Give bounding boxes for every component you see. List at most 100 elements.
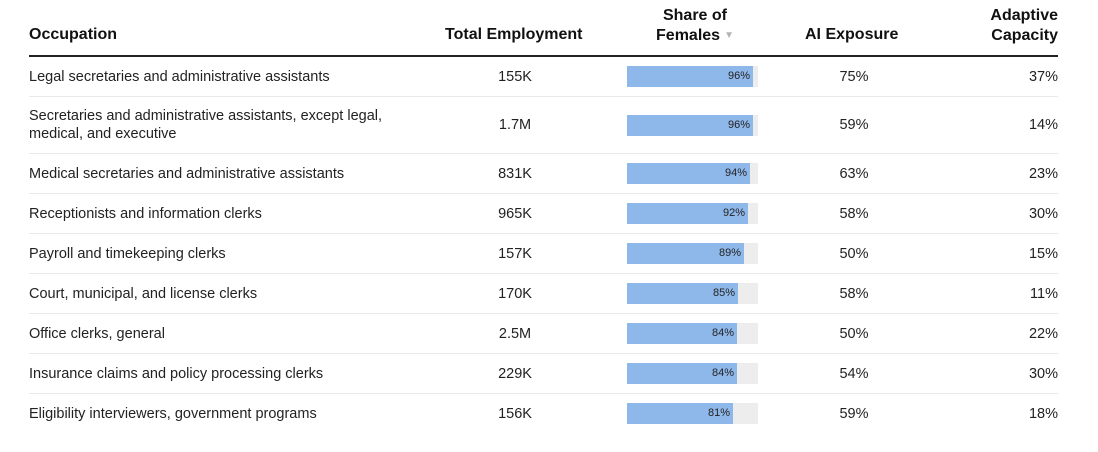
female-share-bar bbox=[627, 66, 753, 87]
adaptive-capacity-cell: 22% bbox=[958, 314, 1058, 353]
occupation-cell-text: Court, municipal, and license clerks bbox=[29, 285, 258, 302]
ai-exposure-cell: 59% bbox=[814, 97, 894, 153]
table-row: Court, municipal, and license clerks 170K… bbox=[29, 274, 1058, 314]
total-employment-cell: 229K bbox=[469, 354, 561, 393]
occupation-cell-text: Payroll and timekeeping clerks bbox=[29, 245, 226, 262]
female-share-bar bbox=[627, 243, 744, 264]
adaptive-capacity-cell: 11% bbox=[958, 274, 1058, 313]
female-share-bar-label: 85% bbox=[712, 287, 735, 299]
ai-exposure-cell-text: 59% bbox=[839, 405, 869, 422]
ai-exposure-cell-text: 50% bbox=[839, 325, 869, 342]
adaptive-capacity-cell-text: 11% bbox=[1030, 285, 1058, 302]
column-header-total-employment[interactable]: Total Employment bbox=[445, 25, 583, 45]
column-header-ai-exposure[interactable]: AI Exposure bbox=[805, 25, 898, 45]
total-employment-cell-text: 155K bbox=[498, 68, 532, 85]
adaptive-capacity-cell-text: 30% bbox=[1028, 205, 1058, 222]
female-share-bar-label: 81% bbox=[707, 407, 730, 419]
total-employment-cell-text: 2.5M bbox=[498, 325, 532, 342]
occupation-cell: Medical secretaries and administrative a… bbox=[29, 154, 429, 193]
female-share-bar-track: 94% bbox=[627, 163, 758, 184]
column-header-share-of-females-line2: Females bbox=[656, 27, 721, 45]
column-header-occupation-label: Occupation bbox=[29, 26, 118, 43]
female-share-bar-track: 96% bbox=[627, 114, 758, 136]
column-header-occupation[interactable]: Occupation bbox=[29, 25, 117, 45]
total-employment-cell-text: 170K bbox=[498, 285, 532, 302]
ai-exposure-cell-text: 58% bbox=[839, 205, 869, 222]
adaptive-capacity-cell: 30% bbox=[958, 194, 1058, 233]
total-employment-cell: 2.5M bbox=[469, 314, 561, 353]
occupation-cell: Insurance claims and policy processing c… bbox=[29, 354, 429, 393]
female-share-bar bbox=[627, 403, 733, 424]
female-share-bar-track: 81% bbox=[627, 403, 758, 424]
adaptive-capacity-cell-text: 37% bbox=[1028, 68, 1058, 85]
ai-exposure-cell-text: 59% bbox=[839, 117, 869, 133]
column-header-adaptive-capacity-line1: Adaptive bbox=[990, 7, 1058, 24]
female-share-bar-label: 92% bbox=[722, 207, 745, 219]
share-of-females-cell: 96% bbox=[627, 97, 758, 153]
female-share-bar bbox=[627, 163, 750, 184]
sort-descending-icon: ▼ bbox=[724, 30, 734, 41]
total-employment-cell: 1.7M bbox=[469, 97, 561, 153]
female-share-bar-label: 84% bbox=[711, 367, 734, 379]
ai-exposure-cell: 50% bbox=[814, 234, 894, 273]
occupation-cell: Legal secretaries and administrative ass… bbox=[29, 57, 429, 96]
adaptive-capacity-cell-text: 15% bbox=[1028, 245, 1058, 262]
female-share-bar bbox=[627, 283, 738, 304]
table-row: Receptionists and information clerks 965K… bbox=[29, 194, 1058, 234]
occupation-table: Occupation Total Employment Share of Fem… bbox=[29, 0, 1058, 433]
total-employment-cell-text: 831K bbox=[498, 165, 532, 182]
table-row: Eligibility interviewers, government pro… bbox=[29, 394, 1058, 433]
adaptive-capacity-cell: 37% bbox=[958, 57, 1058, 96]
occupation-cell: Payroll and timekeeping clerks bbox=[29, 234, 429, 273]
share-of-females-cell: 81% bbox=[627, 394, 758, 433]
total-employment-cell-text: 157K bbox=[498, 245, 532, 262]
total-employment-cell-text: 1.7M bbox=[498, 117, 532, 133]
female-share-bar-track: 84% bbox=[627, 323, 758, 344]
female-share-bar-label: 94% bbox=[724, 167, 747, 179]
occupation-cell-text: Insurance claims and policy processing c… bbox=[29, 365, 324, 382]
ai-exposure-cell: 58% bbox=[814, 274, 894, 313]
occupation-cell: Office clerks, general bbox=[29, 314, 429, 353]
female-share-bar-track: 85% bbox=[627, 283, 758, 304]
total-employment-cell: 965K bbox=[469, 194, 561, 233]
table-row: Insurance claims and policy processing c… bbox=[29, 354, 1058, 394]
ai-exposure-cell-text: 58% bbox=[839, 285, 869, 302]
female-share-bar bbox=[627, 363, 737, 384]
female-share-bar bbox=[627, 203, 748, 224]
column-header-ai-exposure-label: AI Exposure bbox=[805, 26, 899, 43]
occupation-cell: Receptionists and information clerks bbox=[29, 194, 429, 233]
share-of-females-cell: 96% bbox=[627, 57, 758, 96]
occupation-cell-text: Secretaries and administrative assistant… bbox=[29, 108, 383, 142]
total-employment-cell: 170K bbox=[469, 274, 561, 313]
total-employment-cell: 155K bbox=[469, 57, 561, 96]
female-share-bar-track: 89% bbox=[627, 243, 758, 264]
ai-exposure-cell: 50% bbox=[814, 314, 894, 353]
adaptive-capacity-cell: 23% bbox=[958, 154, 1058, 193]
ai-exposure-cell: 75% bbox=[814, 57, 894, 96]
occupation-cell-text: Receptionists and information clerks bbox=[29, 205, 262, 222]
occupation-cell: Eligibility interviewers, government pro… bbox=[29, 394, 429, 433]
ai-exposure-cell: 59% bbox=[814, 394, 894, 433]
column-header-total-employment-label: Total Employment bbox=[445, 26, 583, 43]
occupation-cell: Court, municipal, and license clerks bbox=[29, 274, 429, 313]
ai-exposure-cell: 63% bbox=[814, 154, 894, 193]
adaptive-capacity-cell-text: 18% bbox=[1028, 405, 1058, 422]
share-of-females-cell: 84% bbox=[627, 354, 758, 393]
adaptive-capacity-cell: 15% bbox=[958, 234, 1058, 273]
female-share-bar-label: 89% bbox=[718, 247, 741, 259]
adaptive-capacity-cell: 30% bbox=[958, 354, 1058, 393]
adaptive-capacity-cell-text: 23% bbox=[1028, 165, 1058, 182]
total-employment-cell: 831K bbox=[469, 154, 561, 193]
total-employment-cell-text: 229K bbox=[498, 365, 532, 382]
female-share-bar-label: 84% bbox=[711, 327, 734, 339]
adaptive-capacity-cell-text: 14% bbox=[1028, 117, 1058, 133]
column-header-share-of-females-line2-wrap: Females ▼ bbox=[630, 26, 760, 46]
table-row: Secretaries and administrative assistant… bbox=[29, 97, 1058, 154]
share-of-females-cell: 84% bbox=[627, 314, 758, 353]
table-header: Occupation Total Employment Share of Fem… bbox=[29, 0, 1058, 57]
female-share-bar-track: 84% bbox=[627, 363, 758, 384]
column-header-share-of-females[interactable]: Share of Females ▼ bbox=[630, 6, 760, 46]
female-share-bar bbox=[627, 114, 753, 136]
ai-exposure-cell: 54% bbox=[814, 354, 894, 393]
column-header-adaptive-capacity[interactable]: Adaptive Capacity bbox=[958, 6, 1058, 46]
